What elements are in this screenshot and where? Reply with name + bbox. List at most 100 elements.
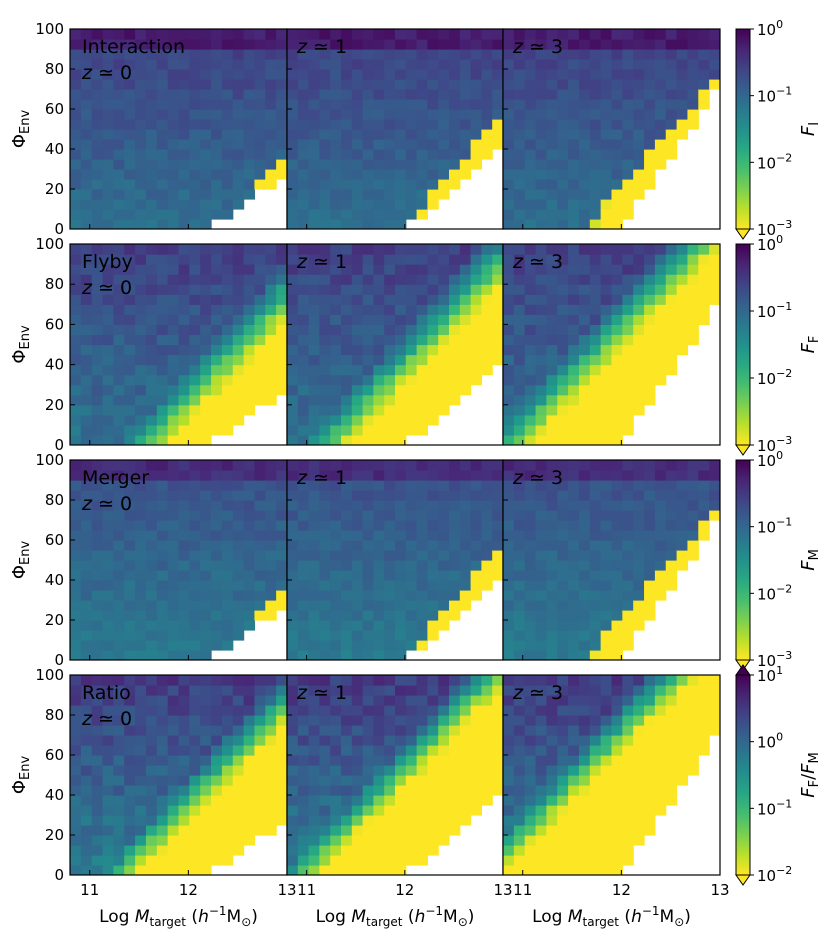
heatmap-cell: [524, 620, 537, 631]
heatmap-cell: [535, 490, 547, 501]
heatmap-cell: [243, 69, 256, 80]
heatmap-cell: [589, 500, 602, 511]
heatmap-cell: [600, 199, 613, 210]
heatmap-cell: [189, 570, 201, 581]
heatmap-cell: [459, 364, 472, 376]
heatmap-cell: [644, 364, 656, 376]
heatmap-cell: [405, 460, 418, 471]
heatmap-cell: [80, 805, 93, 816]
heatmap-cell: [535, 470, 547, 481]
heatmap-cell: [80, 304, 93, 315]
heatmap-cell: [341, 364, 353, 376]
heatmap-cell: [600, 209, 613, 220]
heatmap-cell: [709, 470, 720, 481]
heatmap-cell: [178, 510, 190, 521]
heatmap-cell: [384, 29, 396, 40]
heatmap-cell: [351, 354, 364, 366]
heatmap-cell: [611, 490, 623, 501]
y-tick-label: 100: [35, 451, 64, 469]
heatmap-cell: [254, 159, 266, 170]
heatmap-cell: [384, 364, 396, 376]
heatmap-cell: [438, 755, 450, 766]
heatmap-cell: [265, 550, 277, 561]
heatmap-cell: [513, 254, 526, 265]
heatmap-cell: [633, 610, 645, 621]
heatmap-cell: [557, 354, 569, 366]
heatmap-cell: [633, 374, 645, 386]
heatmap-cell: [600, 394, 613, 406]
heatmap-cell: [319, 520, 331, 531]
heatmap-cell: [211, 424, 223, 436]
heatmap-cell: [698, 675, 710, 686]
heatmap-cell: [546, 460, 558, 471]
heatmap-cell: [341, 304, 353, 315]
heatmap-cell: [91, 344, 104, 356]
heatmap-cell: [221, 490, 234, 501]
heatmap-cell: [297, 765, 310, 776]
y-tick-label: 0: [54, 220, 64, 238]
heatmap-cell: [276, 550, 287, 561]
heatmap-cell: [297, 530, 310, 541]
heatmap-cell: [80, 264, 93, 275]
heatmap-cell: [211, 109, 223, 120]
heatmap-cell: [373, 254, 385, 265]
heatmap-cell: [416, 39, 428, 50]
heatmap-cell: [470, 324, 482, 336]
heatmap-cell: [70, 835, 82, 846]
heatmap-cell: [156, 384, 169, 396]
heatmap-cell: [470, 685, 482, 696]
heatmap-cell: [611, 99, 623, 110]
heatmap-cell: [654, 685, 667, 696]
heatmap-cell: [438, 244, 450, 255]
heatmap-cell: [395, 675, 407, 686]
heatmap-cell: [524, 490, 537, 501]
heatmap-cell: [384, 845, 396, 856]
heatmap-cell: [578, 480, 591, 491]
heatmap-cell: [524, 159, 537, 170]
heatmap-cell: [351, 69, 364, 80]
heatmap-cell: [232, 364, 245, 376]
heatmap-cell: [524, 244, 537, 255]
heatmap-cell: [395, 384, 407, 396]
heatmap-cell: [276, 49, 287, 60]
heatmap-cell: [611, 715, 623, 726]
heatmap-cell: [546, 560, 558, 571]
heatmap-cell: [665, 470, 678, 481]
heatmap-cell: [449, 520, 461, 531]
heatmap-cell: [200, 304, 212, 315]
heatmap-cell: [481, 705, 493, 716]
heatmap-cell: [438, 705, 450, 716]
heatmap-cell: [124, 620, 136, 631]
heatmap-cell: [470, 470, 482, 481]
heatmap-cell: [113, 530, 125, 541]
heatmap-cell: [308, 815, 320, 826]
heatmap-cell: [287, 785, 299, 796]
heatmap-cell: [578, 314, 591, 325]
heatmap-cell: [513, 845, 526, 856]
heatmap-cell: [546, 695, 558, 706]
heatmap-cell: [124, 199, 136, 210]
heatmap-cell: [427, 394, 439, 406]
heatmap-cell: [145, 344, 158, 356]
heatmap-cell: [308, 845, 320, 856]
heatmap-cell: [709, 490, 720, 501]
heatmap-cell: [308, 274, 320, 285]
heatmap-cell: [384, 264, 396, 275]
heatmap-cell: [589, 334, 602, 346]
heatmap-cell: [513, 480, 526, 491]
heatmap-cell: [200, 169, 212, 180]
heatmap-cell: [287, 825, 299, 836]
heatmap-cell: [276, 294, 287, 305]
heatmap-cell: [102, 274, 114, 285]
heatmap-cell: [221, 695, 234, 706]
heatmap-cell: [557, 199, 569, 210]
heatmap-cell: [459, 334, 472, 346]
heatmap-cell: [319, 490, 331, 501]
heatmap-cell: [535, 119, 547, 130]
colorbar-gradient: [736, 29, 750, 229]
heatmap-cell: [362, 424, 374, 436]
heatmap-cell: [459, 725, 472, 736]
heatmap-cell: [470, 520, 482, 531]
heatmap-cell: [513, 414, 526, 426]
heatmap-cell: [503, 324, 515, 336]
